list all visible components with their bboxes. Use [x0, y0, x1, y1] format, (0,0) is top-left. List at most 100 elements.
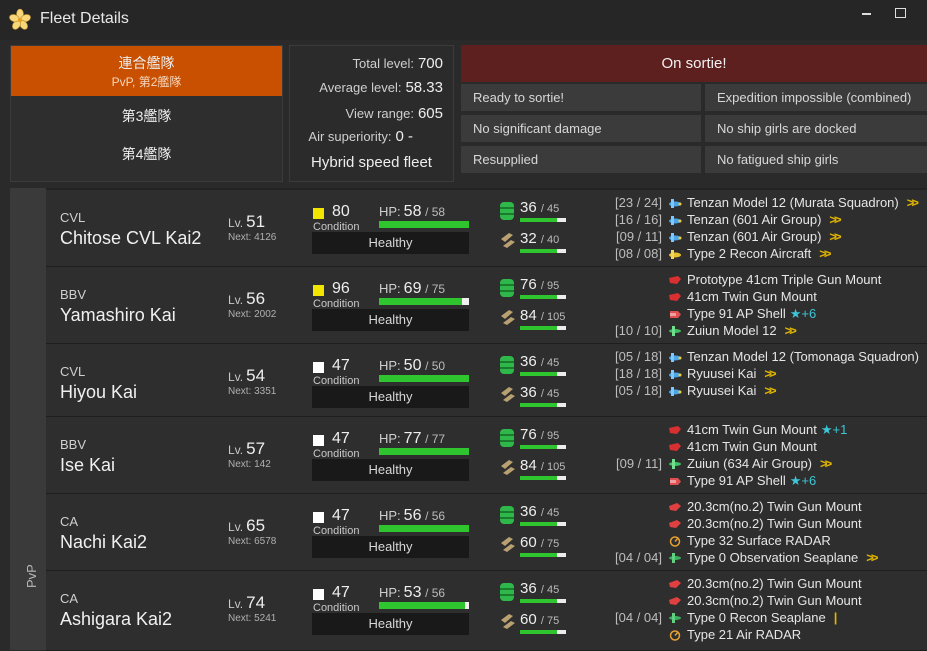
ship-row[interactable]: CVL Hiyou Kai Lv. 54 Next: 3351 47 Condition HP…: [46, 344, 927, 417]
ship-row[interactable]: CA Ashigara Kai2 Lv. 74 Next: 5241 47 Conditio…: [46, 571, 927, 651]
seaplane-bomber-icon: [668, 323, 687, 338]
equipment-item[interactable]: 41cm Twin Gun Mount: [612, 288, 817, 305]
equipment-item[interactable]: 41cm Twin Gun Mount ★+1: [612, 421, 847, 438]
main-gun-icon: [668, 272, 687, 287]
hp-bar: [379, 525, 469, 532]
fuel-max: / 45: [540, 584, 560, 596]
ship-type: BBV: [60, 437, 87, 452]
fuel-value: 36: [520, 353, 537, 370]
equipment-item[interactable]: 20.3cm(no.2) Twin Gun Mount: [612, 498, 862, 515]
ammo-icon: [499, 308, 517, 331]
fuel-bar-fill: [520, 218, 557, 222]
ship-row[interactable]: CVL Chitose CVL Kai2 Lv. 51 Next: 4126 80 Cond…: [46, 190, 927, 267]
equipment-item[interactable]: [04 / 04] Type 0 Observation Seaplane >>: [612, 549, 879, 566]
ammo-max: / 45: [540, 388, 560, 400]
proficiency-icon: >>: [866, 550, 878, 565]
air-superiority-row: Air superiority: 0 -: [308, 128, 413, 145]
ship-name: Chitose CVL Kai2: [60, 228, 202, 248]
fuel-bar-fill: [520, 372, 557, 376]
equipment-item[interactable]: Type 32 Surface RADAR: [612, 532, 831, 549]
fuel-readout: 76 / 95: [520, 426, 559, 443]
equipment-name: Type 21 Air RADAR: [687, 627, 802, 642]
fuel-bar-fill: [520, 445, 557, 449]
view-range-row: View range: 605: [345, 105, 443, 122]
maximize-icon[interactable]: [895, 8, 906, 18]
equipment-item[interactable]: [05 / 18] Tenzan Model 12 (Tomonaga Squad…: [612, 348, 919, 365]
status-docking: No ship girls are docked: [705, 115, 927, 142]
equipment-name: Tenzan Model 12 (Tomonaga Squadron): [687, 349, 919, 364]
fuel-max: / 95: [540, 280, 560, 292]
ship-next-exp: Next: 3351: [228, 386, 277, 397]
fleet-side-tab[interactable]: PvP: [10, 188, 46, 650]
ship-type: CA: [60, 591, 79, 606]
equipment-item[interactable]: 41cm Twin Gun Mount: [612, 438, 817, 455]
next-exp-value: 142: [254, 459, 271, 470]
hp-readout: HP: 77 / 77: [379, 430, 446, 447]
ammo-icon: [499, 612, 517, 635]
equipment-name: 41cm Twin Gun Mount: [687, 439, 817, 454]
ship-next-exp: Next: 142: [228, 459, 271, 470]
equipment-item[interactable]: 20.3cm(no.2) Twin Gun Mount: [612, 575, 862, 592]
equipment-item[interactable]: [05 / 18] Ryuusei Kai >>: [612, 382, 777, 399]
condition-value: 47: [332, 584, 350, 601]
torpedo-bomber-icon: [668, 383, 687, 398]
equipment-item[interactable]: 20.3cm(no.2) Twin Gun Mount: [612, 592, 862, 609]
torpedo-bomber-icon: [668, 349, 687, 364]
equipment-slot-count: [09 / 11]: [615, 456, 662, 471]
ship-next-exp: Next: 2002: [228, 309, 277, 320]
next-exp-value: 6578: [254, 536, 277, 547]
minimize-icon[interactable]: [862, 6, 872, 16]
equipment-item[interactable]: Type 91 AP Shell ★+6: [612, 305, 816, 322]
ship-row[interactable]: CA Nachi Kai2 Lv. 65 Next: 6578 47 Condition HP…: [46, 494, 927, 571]
health-status: Healthy: [312, 459, 469, 481]
fuel-icon: [499, 582, 515, 607]
equipment-item[interactable]: [10 / 10] Zuiun Model 12 >>: [612, 322, 797, 339]
torpedo-bomber-icon: [668, 366, 687, 381]
equipment-item[interactable]: [18 / 18] Ryuusei Kai >>: [612, 365, 777, 382]
fuel-max: / 95: [540, 430, 560, 442]
ammo-bar: [520, 326, 566, 330]
equipment-slot-count: [16 / 16]: [615, 212, 662, 227]
status-fatigue: No fatigued ship girls: [705, 146, 927, 173]
fleet-tab-3[interactable]: 第3艦隊: [121, 108, 172, 124]
ship-row[interactable]: BBV Ise Kai Lv. 57 Next: 142 47 Condition HP: 77…: [46, 417, 927, 494]
torpedo-bomber-icon: [668, 212, 687, 227]
equipment-item[interactable]: Type 21 Air RADAR: [612, 626, 801, 643]
hp-bar-fill: [379, 375, 469, 382]
condition-indicator: [313, 362, 324, 373]
ship-next-exp: Next: 5241: [228, 613, 277, 624]
equipment-item[interactable]: [08 / 08] Type 2 Recon Aircraft >>: [612, 245, 832, 262]
equipment-item[interactable]: [23 / 24] Tenzan Model 12 (Murata Squadro…: [612, 194, 919, 211]
fuel-readout: 76 / 95: [520, 276, 559, 293]
fleet-tab-4[interactable]: 第4艦隊: [121, 146, 172, 162]
ship-level-value: 51: [246, 212, 266, 231]
hp-readout: HP: 56 / 56: [379, 507, 446, 524]
ammo-readout: 32 / 40: [520, 230, 559, 247]
fleet-stats-panel: Total level: 700 Average level: 58.33 View…: [289, 45, 454, 182]
fuel-icon: [499, 505, 515, 530]
status-ready: Ready to sortie!: [461, 84, 701, 111]
ship-level: Lv. 56: [228, 289, 266, 308]
ship-level-value: 65: [246, 516, 266, 535]
health-status: Healthy: [312, 613, 469, 635]
next-exp-value: 3351: [254, 386, 277, 397]
fuel-icon: [499, 428, 515, 453]
equipment-item[interactable]: Prototype 41cm Triple Gun Mount: [612, 271, 881, 288]
condition-value: 80: [332, 203, 350, 220]
equipment-item[interactable]: Type 91 AP Shell ★+6: [612, 472, 816, 489]
ship-row[interactable]: BBV Yamashiro Kai Lv. 56 Next: 2002 96 Conditi…: [46, 267, 927, 344]
equipment-item[interactable]: 20.3cm(no.2) Twin Gun Mount: [612, 515, 862, 532]
fleet-tab-combined[interactable]: 連合艦隊 PvP, 第2艦隊: [11, 46, 282, 96]
ammo-bar-fill: [520, 476, 557, 480]
ap-shell-icon: [668, 473, 687, 488]
ship-type: CVL: [60, 364, 86, 379]
hp-bar-fill: [379, 298, 462, 305]
equipment-item[interactable]: [09 / 11] Tenzan (601 Air Group) >>: [612, 228, 842, 245]
ship-type: CVL: [60, 210, 86, 225]
equipment-slot-count: [23 / 24]: [615, 195, 662, 210]
equipment-item[interactable]: [09 / 11] Zuiun (634 Air Group) >>: [612, 455, 832, 472]
equipment-item[interactable]: [16 / 16] Tenzan (601 Air Group) >>: [612, 211, 842, 228]
hp-readout: HP: 58 / 58: [379, 203, 446, 220]
equipment-item[interactable]: [04 / 04] Type 0 Recon Seaplane |: [612, 609, 836, 626]
ship-name: Hiyou Kai: [60, 382, 138, 402]
